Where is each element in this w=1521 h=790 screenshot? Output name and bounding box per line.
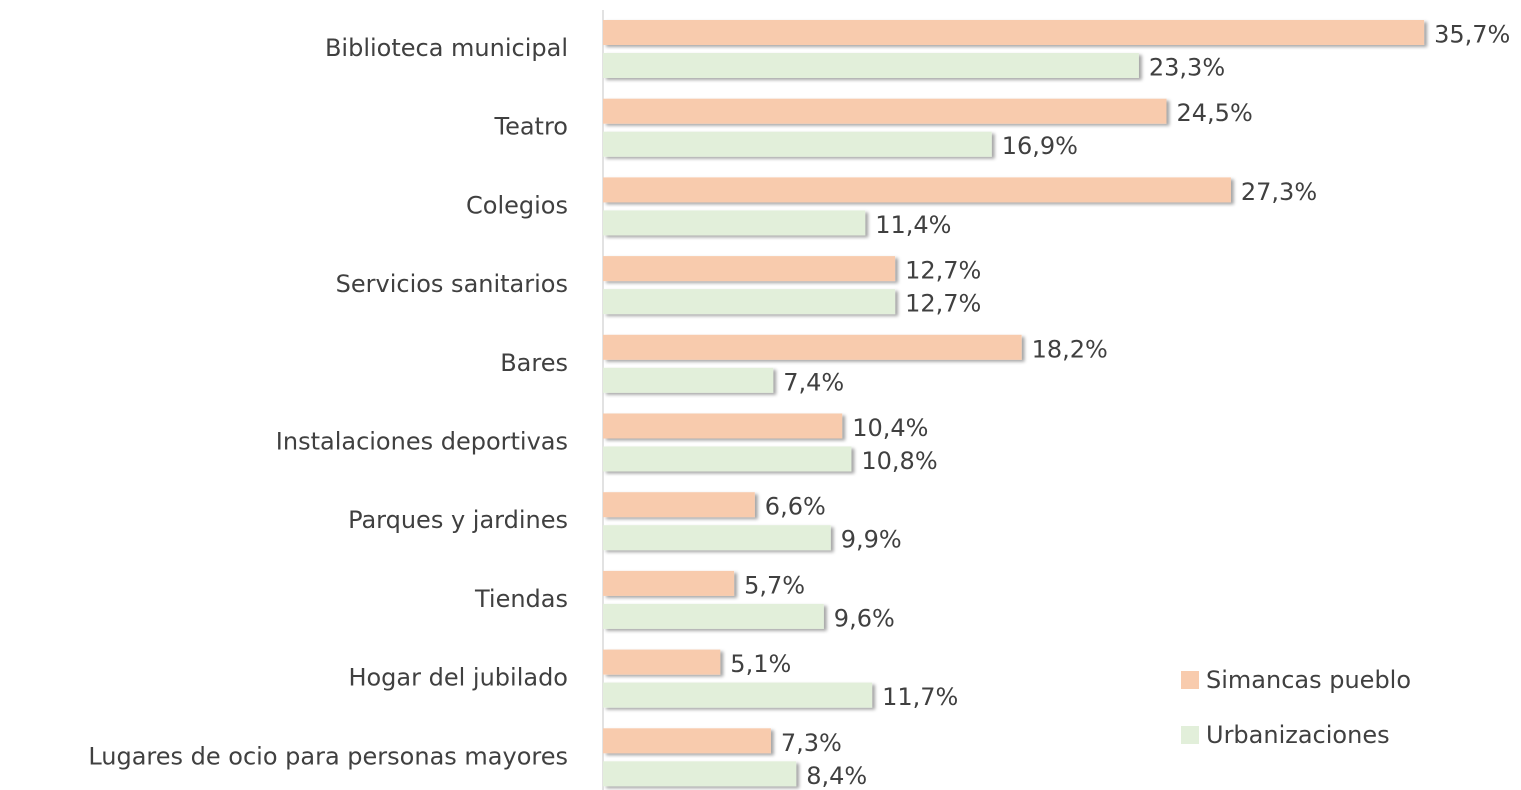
- data-label: 6,6%: [765, 493, 826, 521]
- data-label: 10,4%: [852, 414, 928, 442]
- data-label: 5,7%: [744, 571, 805, 599]
- data-label: 11,4%: [875, 211, 951, 239]
- category-label: Lugares de ocio para personas mayores: [88, 742, 568, 770]
- data-label: 35,7%: [1434, 21, 1510, 49]
- bar: [603, 649, 721, 675]
- bar: [603, 682, 873, 708]
- data-label: 5,1%: [730, 650, 791, 678]
- data-label: 9,6%: [834, 604, 895, 632]
- category-label: Colegios: [466, 191, 568, 219]
- bar: [603, 334, 1022, 360]
- category-label: Biblioteca municipal: [325, 34, 568, 62]
- bar: [603, 256, 896, 282]
- legend-swatch: [1181, 726, 1199, 744]
- category-label: Hogar del jubilado: [348, 664, 568, 692]
- data-label: 8,4%: [806, 762, 867, 790]
- bar: [603, 20, 1425, 45]
- bar: [603, 177, 1231, 203]
- data-label: 7,3%: [781, 729, 842, 757]
- data-label: 7,4%: [783, 368, 844, 396]
- legend-label: Urbanizaciones: [1206, 721, 1390, 749]
- bar: [603, 210, 866, 236]
- category-label: Bares: [500, 349, 568, 377]
- bar: [603, 761, 797, 787]
- legend-swatch: [1181, 671, 1199, 689]
- bar: [603, 492, 755, 518]
- bar: [603, 603, 824, 629]
- bar: [603, 413, 843, 439]
- data-label: 24,5%: [1177, 99, 1253, 127]
- bar: [603, 525, 831, 551]
- category-label: Teatro: [494, 113, 569, 141]
- bar: [603, 367, 774, 393]
- data-label: 10,8%: [861, 447, 937, 475]
- category-label: Servicios sanitarios: [336, 270, 568, 298]
- category-label: Tiendas: [474, 585, 568, 613]
- data-label: 16,9%: [1002, 132, 1078, 160]
- data-label: 12,7%: [905, 257, 981, 285]
- data-label: 27,3%: [1241, 178, 1317, 206]
- bar: [603, 98, 1167, 124]
- data-label: 11,7%: [882, 683, 958, 711]
- bar: [603, 446, 852, 472]
- data-label: 12,7%: [905, 290, 981, 318]
- data-label: 23,3%: [1149, 54, 1225, 82]
- bar: [603, 289, 896, 315]
- bar: [603, 570, 735, 596]
- bar: [603, 53, 1139, 78]
- category-label: Instalaciones deportivas: [276, 428, 568, 456]
- data-label: 18,2%: [1032, 335, 1108, 363]
- category-label: Parques y jardines: [348, 506, 568, 534]
- legend-label: Simancas pueblo: [1206, 666, 1411, 694]
- bar: [603, 728, 771, 754]
- bar: [603, 131, 992, 157]
- data-label: 9,9%: [841, 526, 902, 554]
